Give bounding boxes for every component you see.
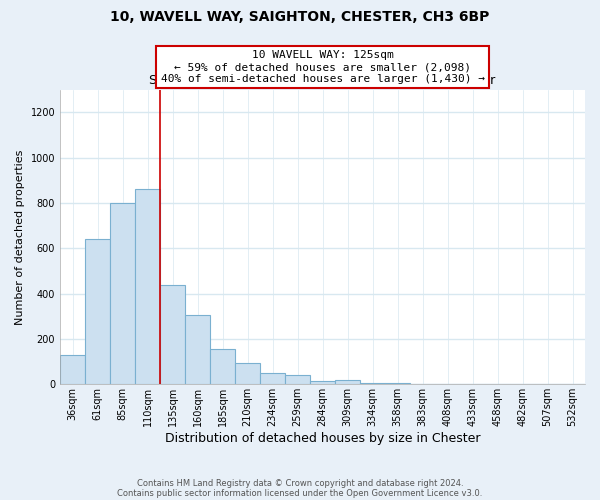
Bar — [210, 349, 235, 384]
Bar — [85, 239, 110, 384]
Bar — [135, 190, 160, 384]
Bar — [335, 380, 360, 384]
Bar — [360, 383, 385, 384]
Bar — [160, 284, 185, 384]
X-axis label: Distribution of detached houses by size in Chester: Distribution of detached houses by size … — [165, 432, 480, 445]
Text: Contains HM Land Registry data © Crown copyright and database right 2024.: Contains HM Land Registry data © Crown c… — [137, 478, 463, 488]
Text: Contains public sector information licensed under the Open Government Licence v3: Contains public sector information licen… — [118, 488, 482, 498]
Bar — [385, 383, 410, 384]
Bar — [60, 355, 85, 384]
Y-axis label: Number of detached properties: Number of detached properties — [15, 149, 25, 324]
Bar — [235, 363, 260, 384]
Text: 10 WAVELL WAY: 125sqm
← 59% of detached houses are smaller (2,098)
40% of semi-d: 10 WAVELL WAY: 125sqm ← 59% of detached … — [161, 50, 485, 84]
Text: 10, WAVELL WAY, SAIGHTON, CHESTER, CH3 6BP: 10, WAVELL WAY, SAIGHTON, CHESTER, CH3 6… — [110, 10, 490, 24]
Bar — [285, 375, 310, 384]
Bar — [260, 373, 285, 384]
Title: Size of property relative to detached houses in Chester: Size of property relative to detached ho… — [149, 74, 496, 87]
Bar — [110, 203, 135, 384]
Bar — [310, 381, 335, 384]
Bar — [185, 315, 210, 384]
